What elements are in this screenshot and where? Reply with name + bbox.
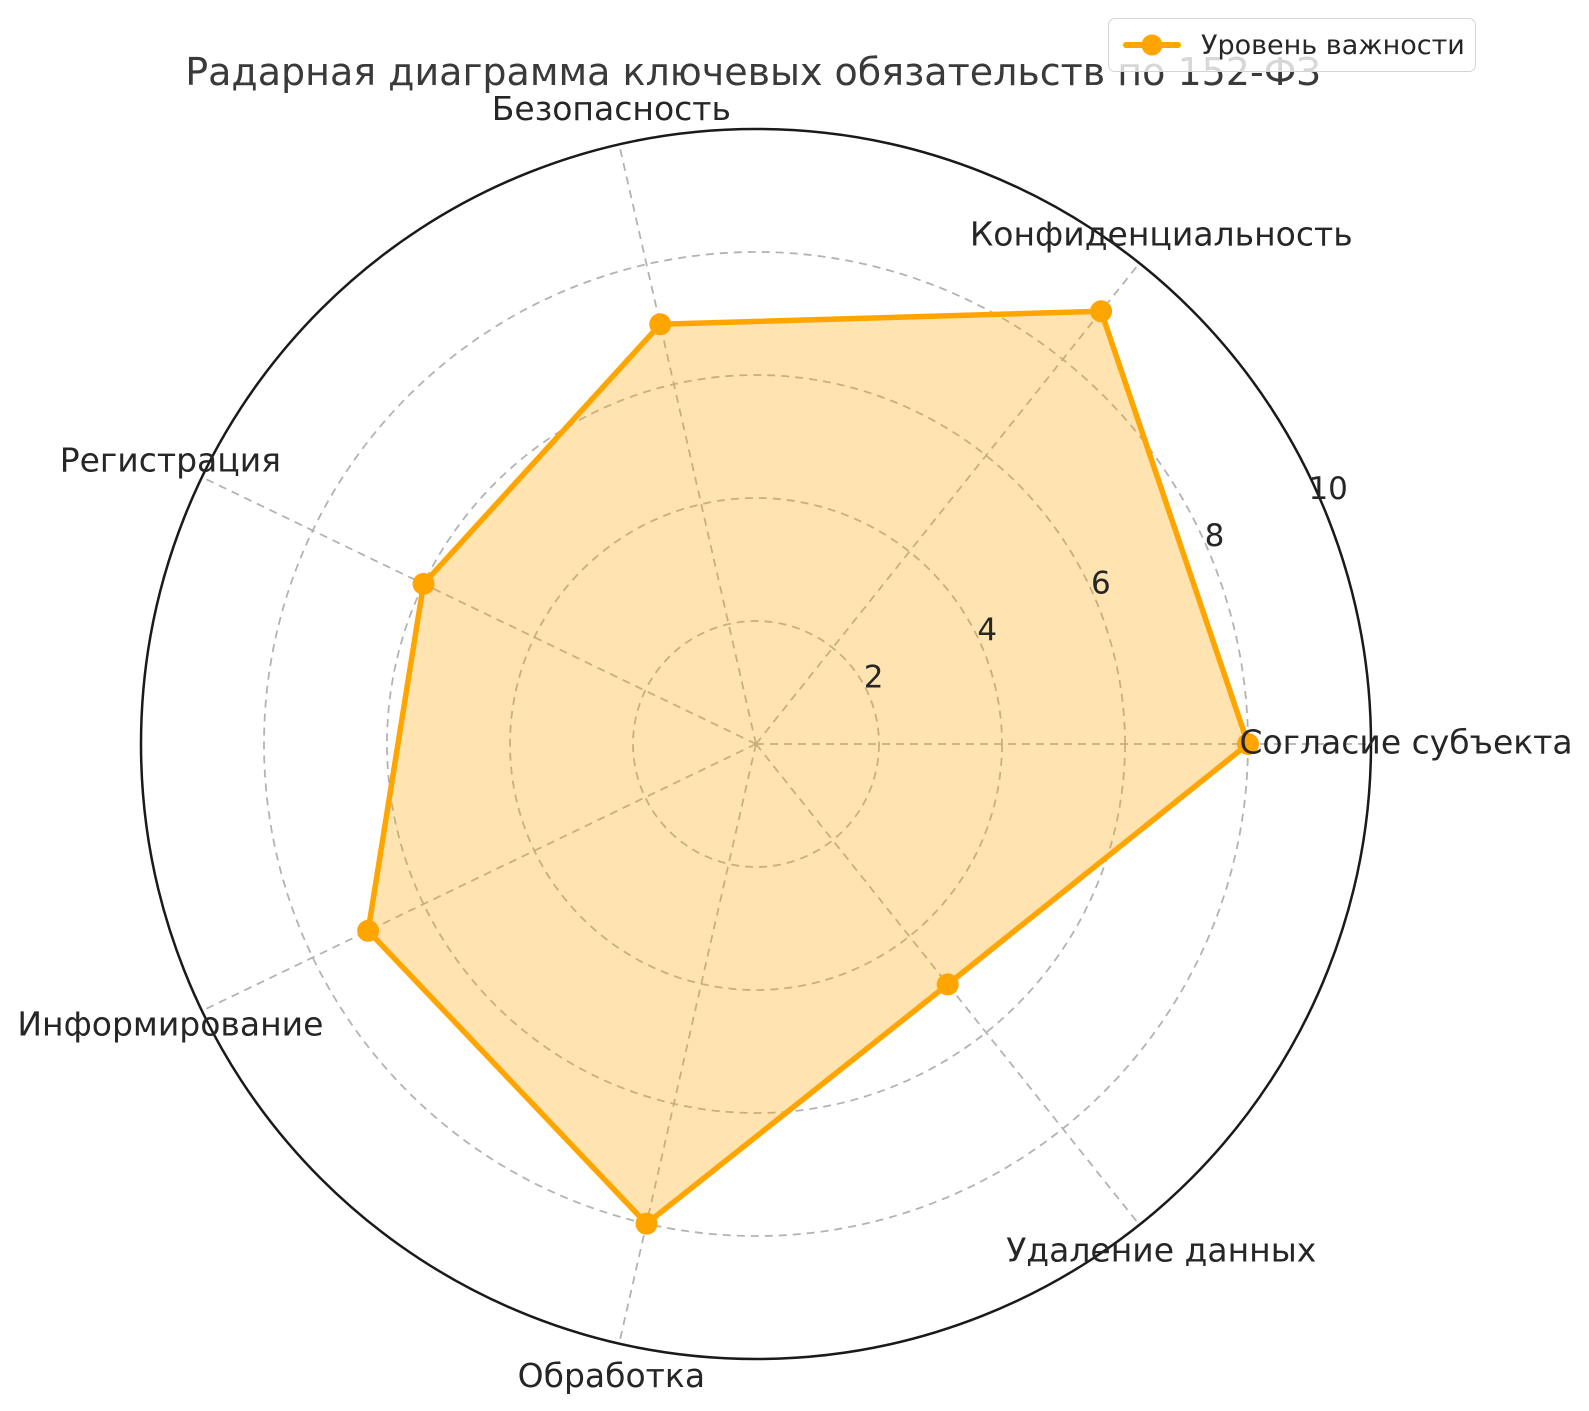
axis-label-4: Информирование [17, 1005, 323, 1044]
axis-label-6: Удаление данных [1006, 1231, 1316, 1270]
axis-label-3: Регистрация [60, 440, 281, 479]
axis-label-5: Обработка [518, 1356, 705, 1395]
radar-grid-circle [632, 620, 880, 868]
radar-spoke [618, 743, 757, 1344]
radar-spoke [201, 743, 757, 1012]
axis-label-2: Безопасность [492, 89, 731, 128]
radar-spoke [201, 476, 757, 745]
radar-spoke [618, 144, 757, 745]
legend-dot-marker [1141, 34, 1163, 56]
radar-vertex-marker [412, 572, 435, 595]
radar-outer-circle [139, 127, 1373, 1361]
radar-vertex-marker [936, 973, 959, 996]
radial-tick-label: 10 [1308, 471, 1347, 507]
radar-spoke [755, 262, 1141, 745]
radar-vertex-marker [649, 313, 672, 336]
radial-tick-label: 8 [1205, 518, 1225, 554]
radial-tick-label: 2 [864, 659, 884, 695]
legend-box: Уровень важности [1108, 18, 1476, 72]
axis-label-0: Согласие субъекта [1239, 723, 1572, 762]
radar-vertex-marker [635, 1212, 658, 1235]
radar-vertex-marker [1090, 300, 1113, 323]
radial-tick-label: 6 [1091, 565, 1111, 601]
radar-vertex-marker [357, 919, 380, 942]
legend-series-label: Уровень важности [1201, 29, 1465, 61]
axis-label-1: Конфиденциальность [970, 214, 1353, 253]
radar-series-polygon [365, 308, 1251, 1227]
radar-spoke [755, 743, 1141, 1226]
legend-line-marker [1123, 34, 1181, 56]
radial-tick-label: 4 [977, 612, 997, 648]
radar-vertex-marker [1237, 733, 1259, 755]
